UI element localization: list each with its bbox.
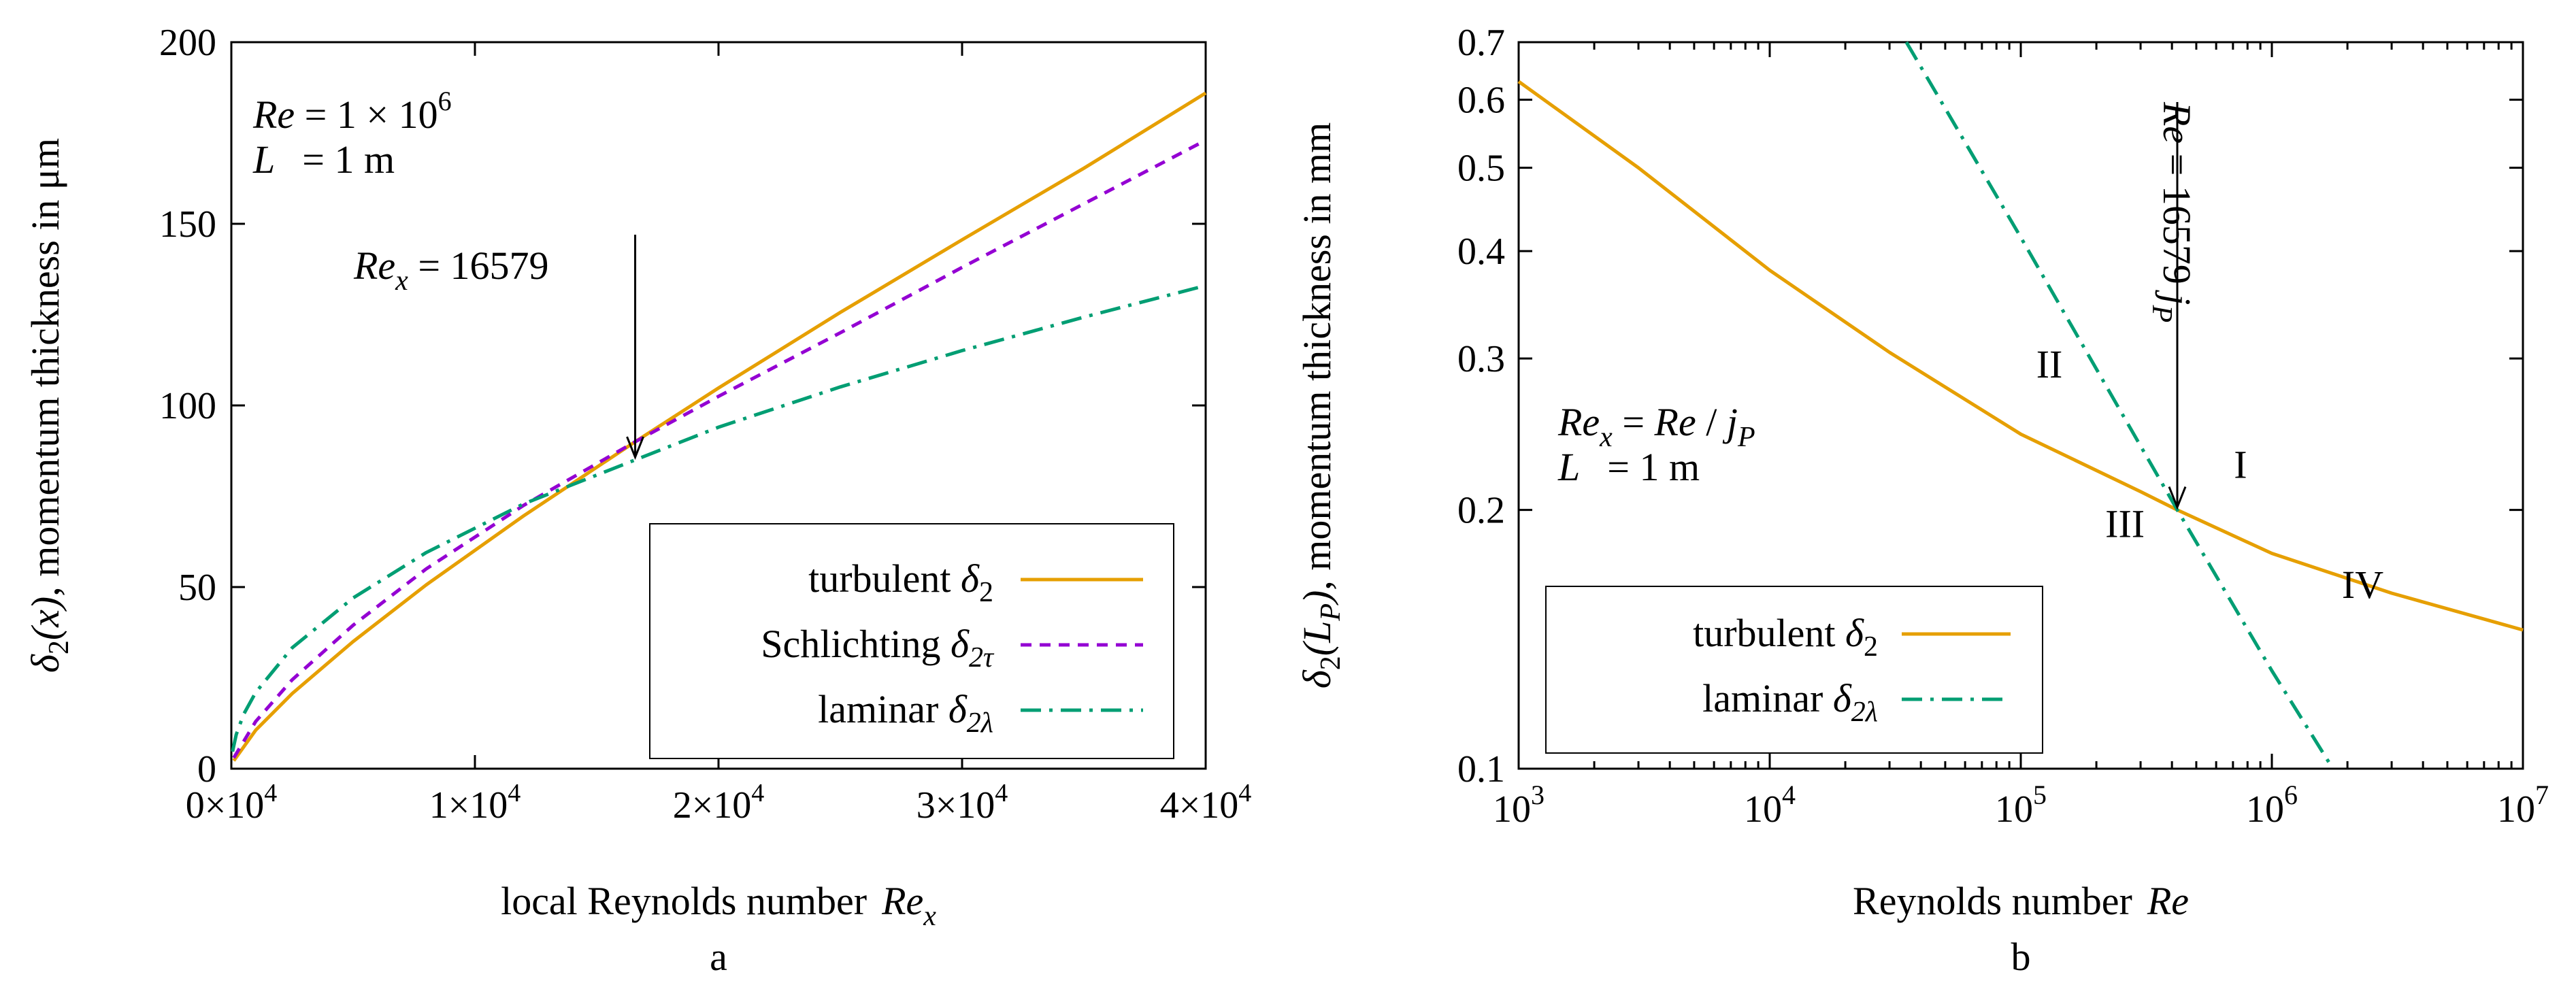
xtick-label-b: 104	[1744, 780, 1796, 831]
region-label-iii: III	[2105, 501, 2145, 546]
ytick-label-b: 0.7	[1457, 22, 1505, 64]
legend-a-turbulent: turbulent δ2	[808, 556, 993, 608]
xtick-label-a: 2×104	[673, 779, 765, 827]
legend-a-schlichting: Schlichting δ2τ	[761, 622, 995, 673]
annotation-arrow-a	[626, 235, 644, 461]
ytick-label-b: 0.1	[1457, 748, 1505, 790]
xtick-label-b: 107	[2497, 780, 2549, 831]
ytick-label-a: 200	[159, 22, 216, 64]
ytick-label-a: 50	[178, 567, 216, 609]
series-line-a-laminar	[231, 284, 1206, 752]
legend-b-laminar: laminar δ2λ	[1702, 676, 1878, 728]
ytick-label-b: 0.6	[1457, 80, 1505, 122]
series-line-b-turbulent	[1517, 80, 2524, 632]
series-line-a-turbulent	[232, 91, 1207, 762]
series-line-b-laminar	[1904, 41, 2334, 770]
xtick-label-a: 3×104	[917, 779, 1008, 827]
legend-a	[649, 523, 1174, 759]
legend-a-laminar: laminar δ2λ	[818, 687, 993, 739]
xtick-label-b: 106	[2246, 780, 2298, 831]
legend-b	[1545, 586, 2043, 754]
arrow-head-b	[2168, 486, 2187, 510]
panel-label-a: a	[710, 935, 727, 979]
ytick-label-b: 0.3	[1457, 338, 1505, 380]
ytick-label-a: 100	[159, 385, 216, 427]
xtick-label-b: 103	[1493, 780, 1545, 831]
ylabel-a: δ2(x), momentum thickness in μm	[23, 138, 75, 673]
ytick-label-b: 0.2	[1457, 490, 1505, 532]
region-label-ii: II	[2036, 342, 2063, 386]
ytick-label-b: 0.4	[1457, 231, 1505, 273]
info-rex-b: Rex = Re / jP	[1557, 400, 1755, 453]
panel-label-b: b	[2011, 935, 2031, 979]
ytick-label-a: 0	[197, 748, 216, 790]
xlabel-a: local Reynolds number Rex	[501, 879, 936, 932]
xtick-label-b: 105	[1995, 780, 2047, 831]
annotation-rex-a: Rex = 16579	[353, 244, 549, 297]
region-label-iv: IV	[2342, 563, 2383, 607]
info-l-b: L = 1 m	[1557, 445, 1700, 489]
xlabel-b: Reynolds number Re	[1853, 879, 2189, 923]
region-label-i: I	[2234, 442, 2247, 486]
panel-b: 103 104 105 106 107 0.1 0.2 0.3 0.4 0.5 0.6 0.7 Rex…	[1295, 22, 2549, 979]
xtick-label-a: 0×104	[186, 779, 278, 827]
legend-b-turbulent: turbulent δ2	[1693, 611, 1878, 663]
arrow-head-a	[626, 436, 644, 461]
ytick-label-b: 0.5	[1457, 148, 1505, 190]
info-re-a: Re = 1 × 106	[252, 86, 452, 137]
panel-a: 0×104 1×104 2×104 3×104 4×104 0 50 100 150 200 Re…	[23, 22, 1251, 979]
annotation-arrow-b	[2168, 102, 2187, 510]
ylabel-b: δ2(LP), momentum thickness in mm	[1295, 122, 1347, 688]
xtick-label-a: 4×104	[1160, 779, 1252, 827]
annotation-re-b: Re = 16579 jP	[2146, 101, 2199, 322]
info-l-a: L = 1 m	[252, 137, 395, 182]
ytick-label-a: 150	[159, 203, 216, 246]
xtick-label-a: 1×104	[429, 779, 521, 827]
